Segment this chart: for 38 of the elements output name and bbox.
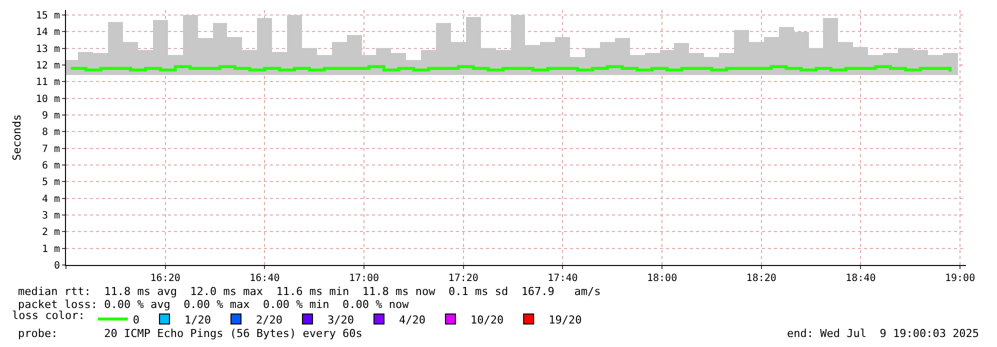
y-tick-label: 3 m xyxy=(42,210,60,222)
y-tick-label: 5 m xyxy=(42,177,60,188)
y-tick-label: 1 m xyxy=(42,244,60,255)
y-tick-label: 0 xyxy=(54,260,60,272)
x-tick-label: 18:20 xyxy=(746,273,776,284)
y-tick-label: 14 m xyxy=(36,27,60,38)
x-tick-label: 18:40 xyxy=(846,273,876,284)
y-tick-label: 6 m xyxy=(42,160,60,172)
x-tick-label: 18:00 xyxy=(646,273,678,284)
text: median rtt: 11.8 ms avg 12.0 ms max 11.6 ms min 11.8 ms now 0.1 ms sd 167.9 am/s xyxy=(18,285,601,298)
y-tick-label: 15 m xyxy=(36,10,60,22)
x-tick-label: 17:40 xyxy=(548,273,578,284)
legend-label: 3/20 xyxy=(327,313,354,326)
x-tick-label: 16:20 xyxy=(150,273,180,284)
y-tick-label: 7 m xyxy=(42,144,60,155)
legend-label: 19/20 xyxy=(548,313,582,326)
y-tick-label: 13 m xyxy=(36,44,60,55)
y-tick-label: 2 m xyxy=(42,227,60,238)
legend-label: 4/20 xyxy=(398,313,426,326)
y-tick-label: 12 m xyxy=(36,60,60,72)
legend-label: 10/20 xyxy=(470,313,504,326)
y-tick-label: 9 m xyxy=(42,110,60,122)
y-tick-label: 8 m xyxy=(42,127,60,138)
legend-label: 2/20 xyxy=(256,313,282,326)
x-tick-label: 17:00 xyxy=(348,273,380,284)
y-axis-title: Seconds xyxy=(10,114,24,161)
y-tick-label: 10 m xyxy=(36,94,60,105)
x-tick-label: 17:20 xyxy=(448,273,478,284)
text: packet loss: 0.00 % avg 0.00 % max 0.00 % min 0.00 % now xyxy=(18,298,410,311)
y-tick-label: 4 m xyxy=(42,194,60,205)
legend-label: 0 xyxy=(132,313,140,326)
legend-title: loss color: xyxy=(12,308,85,322)
text: end: Wed Jul 9 19:00:03 2025 xyxy=(787,327,980,340)
text: probe: 20 ICMP Echo Pings (56 Bytes) every 60s xyxy=(18,327,362,340)
legend-label: 1/20 xyxy=(184,313,211,326)
x-tick-label: 19:00 xyxy=(944,273,976,284)
y-tick-label: 11 m xyxy=(36,77,60,88)
x-tick-label: 16:40 xyxy=(250,273,280,284)
